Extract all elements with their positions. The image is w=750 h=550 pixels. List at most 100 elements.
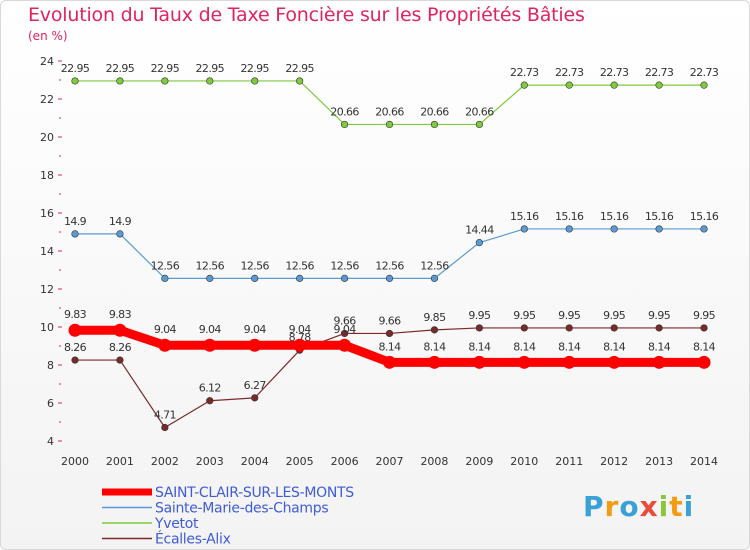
y-tick-label: 14 <box>40 245 54 258</box>
data-point <box>652 355 666 369</box>
data-label: 12.56 <box>240 259 269 272</box>
data-point <box>251 77 259 85</box>
data-point <box>206 274 214 282</box>
data-point <box>385 120 394 129</box>
data-label: 6.12 <box>199 382 221 395</box>
data-label: 20.66 <box>420 105 449 118</box>
data-point <box>385 329 394 338</box>
legend-label: Yvetot <box>154 516 199 532</box>
data-point <box>655 81 663 89</box>
x-tick-label: 2009 <box>465 455 493 468</box>
series-saint-clair-sur-les-monts: 9.83 9.83 9.04 9.04 9.04 9.04 9.04 8.14 8.14 8.14… <box>64 308 716 369</box>
y-tick-label: 20 <box>40 131 54 144</box>
data-point <box>472 355 486 369</box>
y-tick-label: 24 <box>40 55 54 68</box>
x-tick-label: 2005 <box>286 455 314 468</box>
data-point <box>565 324 573 332</box>
data-point <box>206 77 214 85</box>
x-tick-label: 2011 <box>555 455 583 468</box>
data-point <box>340 274 349 282</box>
data-label: 22.95 <box>196 62 225 75</box>
data-point <box>296 77 304 85</box>
logo-letter: x <box>639 490 659 523</box>
logo-letter: r <box>604 490 620 523</box>
data-label: 8.26 <box>64 341 87 354</box>
data-label: 14.44 <box>465 224 494 237</box>
data-label: 22.95 <box>285 62 314 75</box>
data-label: 15.16 <box>510 210 539 223</box>
y-tick-label: 10 <box>40 321 54 334</box>
data-point <box>203 338 217 352</box>
logo-letter: t <box>669 490 684 523</box>
data-label: 20.66 <box>465 105 494 118</box>
data-point <box>340 329 349 338</box>
series-yvetot: 22.95 22.95 22.95 22.95 22.95 22.95 20.66 20.66… <box>61 62 719 129</box>
data-label: 20.66 <box>375 105 404 118</box>
y-tick-label: 8 <box>47 359 54 372</box>
data-point <box>71 77 79 85</box>
data-point <box>697 355 711 369</box>
data-label: 22.95 <box>151 62 180 75</box>
logo-letter: o <box>619 490 640 523</box>
data-point <box>116 77 124 85</box>
data-label: 9.95 <box>603 309 626 322</box>
legend-label: Écalles-Alix <box>155 531 231 548</box>
data-point <box>607 355 621 369</box>
data-label: 12.56 <box>420 259 449 272</box>
chart-axes: 4 6 8 10 12 14 16 18 20 22 24 2000 2001 2002 2003 2004 2… <box>40 55 718 468</box>
data-point <box>565 225 573 233</box>
data-point <box>161 274 169 282</box>
x-tick-label: 2012 <box>600 455 628 468</box>
data-label: 8.14 <box>603 340 626 353</box>
data-label: 9.04 <box>199 323 222 336</box>
data-point <box>340 120 349 129</box>
data-label: 6.27 <box>244 379 267 392</box>
data-point <box>700 81 708 89</box>
chart-title: Evolution du Taux de Taxe Foncière sur l… <box>28 4 585 26</box>
data-point <box>430 326 439 334</box>
data-point <box>338 338 352 352</box>
x-tick-label: 2014 <box>690 455 718 468</box>
data-point <box>206 397 214 405</box>
data-label: 9.83 <box>109 308 132 321</box>
data-label: 15.16 <box>555 210 584 223</box>
data-label: 22.73 <box>645 66 674 79</box>
data-label: 9.85 <box>423 311 446 324</box>
data-label: 15.16 <box>645 210 674 223</box>
y-tick-label: 4 <box>47 435 54 448</box>
data-point <box>700 225 708 233</box>
data-label: 9.04 <box>289 323 312 336</box>
data-point <box>251 274 259 282</box>
data-label: 9.04 <box>154 323 177 336</box>
data-label: 9.66 <box>378 314 401 327</box>
data-label: 22.73 <box>600 66 629 79</box>
data-label: 12.56 <box>196 259 225 272</box>
y-tick-label: 16 <box>40 207 54 220</box>
data-point <box>383 355 397 369</box>
legend-label: SAINT-CLAIR-SUR-LES-MONTS <box>155 485 354 501</box>
data-point <box>610 225 618 233</box>
data-label: 9.04 <box>244 323 267 336</box>
data-point <box>520 324 528 332</box>
data-label: 22.95 <box>240 62 269 75</box>
logo-letter: i <box>658 490 670 523</box>
data-label: 9.95 <box>468 309 491 322</box>
y-tick-label: 18 <box>40 169 54 182</box>
data-label: 8.14 <box>468 340 491 353</box>
x-tick-label: 2000 <box>61 455 89 468</box>
data-label: 20.66 <box>330 105 359 118</box>
data-point <box>520 225 528 233</box>
data-point <box>700 324 708 332</box>
data-point <box>116 356 124 364</box>
chart-legend: SAINT-CLAIR-SUR-LES-MONTSSainte-Marie-de… <box>102 485 355 548</box>
y-tick-label: 22 <box>40 93 54 106</box>
legend-label: Sainte-Marie-des-Champs <box>155 501 328 517</box>
data-label: 9.95 <box>513 309 536 322</box>
data-point <box>113 323 127 337</box>
series-sainte-marie-des-champs: 14.9 14.9 12.56 12.56 12.56 12.56 12.56 12.56 12… <box>64 210 719 282</box>
logo-letter: P <box>583 490 605 523</box>
data-label: 8.26 <box>109 341 132 354</box>
data-label: 9.04 <box>334 323 357 336</box>
